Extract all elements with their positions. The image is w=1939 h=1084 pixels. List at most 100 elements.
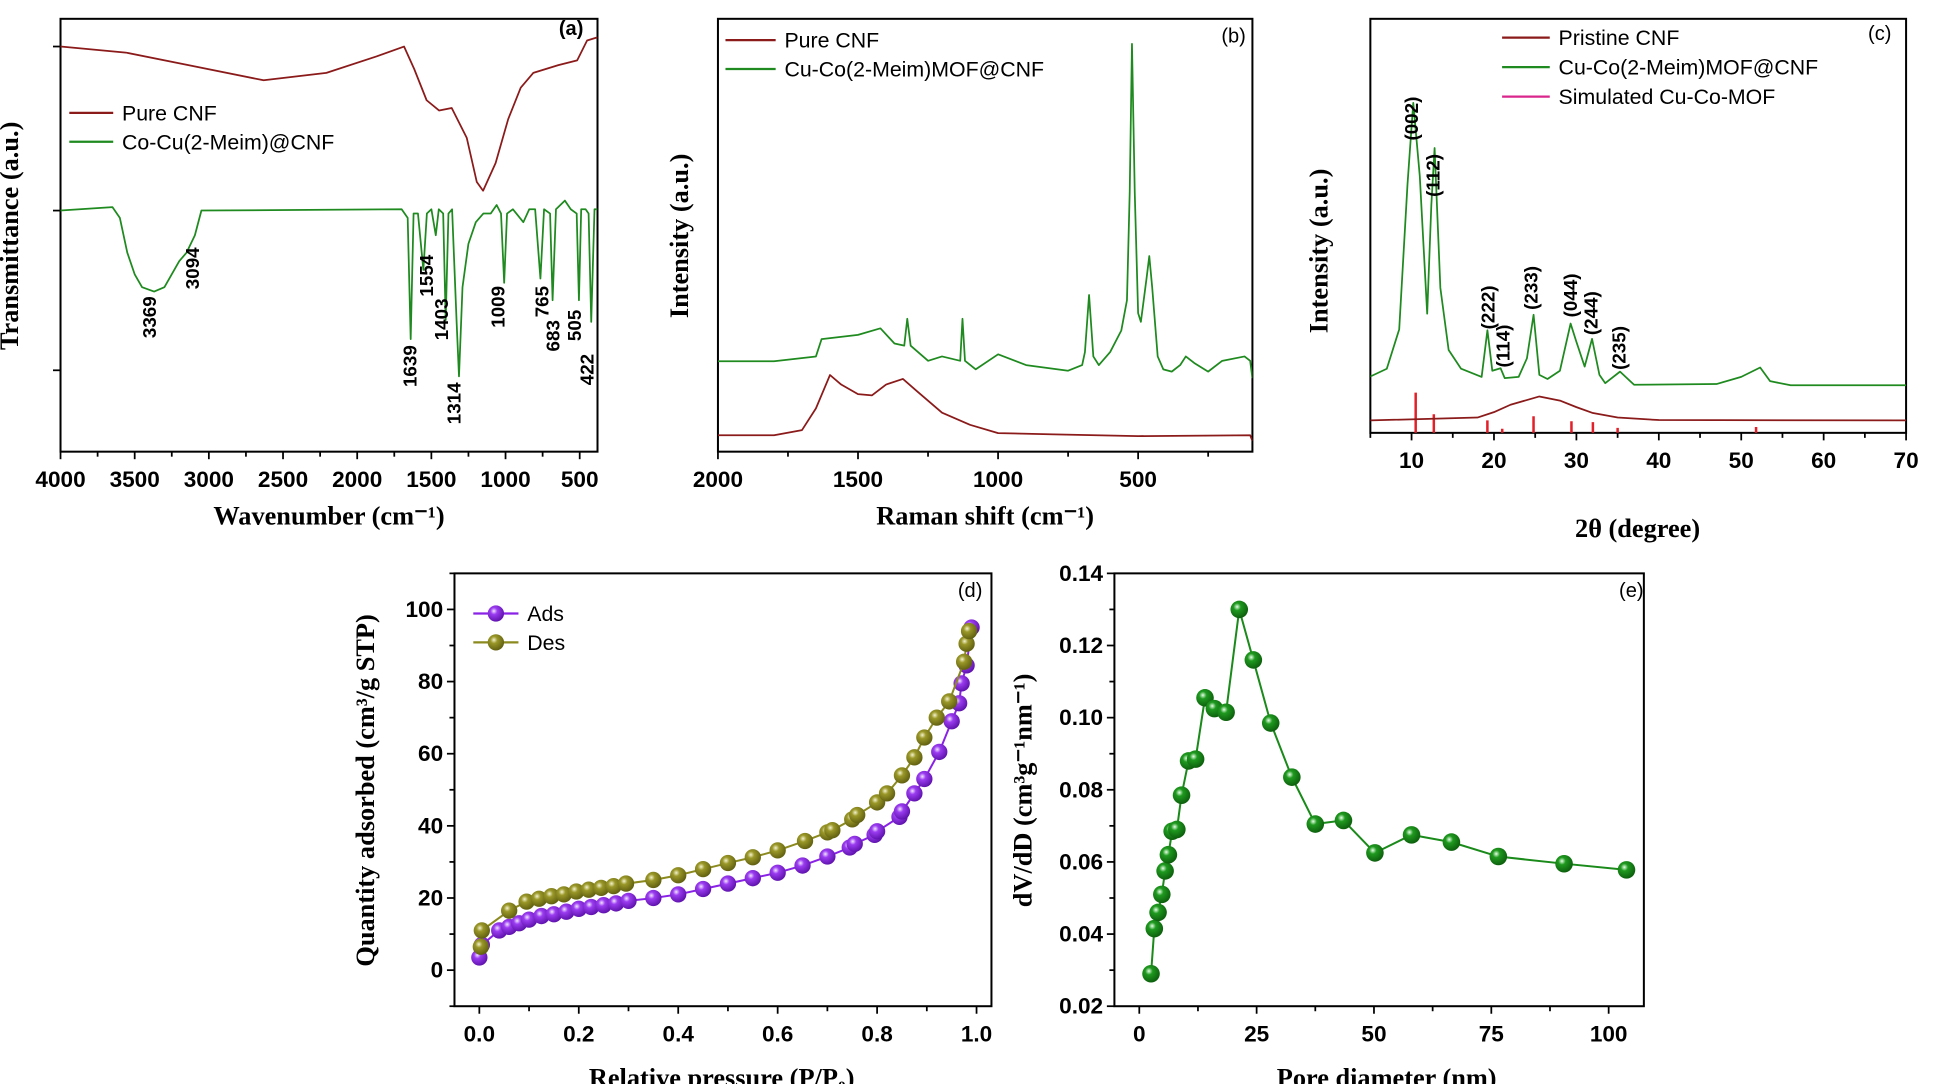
data-point [555,886,573,903]
data-point [1159,845,1178,864]
x-tick-label: 70 [1894,448,1919,473]
y-tick-label: 40 [418,813,443,838]
y-tick-label: 0.02 [1059,994,1103,1019]
panel-c: 10 20 30 40 50 60 70 2θ (degree) Intensity (a.u.… [1305,17,1919,543]
data-point [868,823,886,840]
data-point [543,888,560,905]
plot-area [717,43,1253,442]
peak-annotation: 1009 [487,286,508,328]
data-point [1145,919,1164,938]
data-point [1168,820,1186,839]
plot-area [1142,600,1636,983]
peak-annotation: 765 [531,286,552,317]
panel-label: (d) [958,580,983,602]
x-tick-label: 0.8 [861,1021,892,1046]
x-tick-label: 100 [1590,1021,1628,1046]
peak-annotation: (044) [1560,273,1581,317]
data-point [744,849,761,866]
peak-annotation: 1314 [443,382,464,424]
peak-annotation: (002) [1401,97,1422,141]
panel-label: (a) [559,18,584,40]
x-tick-label: 1500 [833,467,883,492]
data-point [1489,847,1508,866]
data-point [1334,811,1353,830]
x-tick-label: 75 [1479,1021,1504,1046]
data-point [769,842,786,859]
legend-label: Simulated Cu-Co-MOF [1559,85,1776,109]
data-point [1306,815,1325,833]
plot-frame [1369,17,1908,434]
series-line [717,43,1253,379]
panel-d: 0.0 0.2 0.4 0.6 0.8 1.0 0 20 40 60 80 100 Relative p… [351,572,993,1084]
data-point [1442,833,1461,851]
peak-annotation: 1403 [431,298,452,340]
plot-frame [1113,572,1645,1008]
data-point [1172,786,1191,804]
data-point [533,907,550,925]
data-point [928,709,945,726]
data-point [1261,714,1280,732]
x-tick-label: 4000 [35,467,85,492]
x-tick-label: 40 [1646,448,1671,473]
data-point [558,903,575,920]
legend-marker [487,634,505,651]
data-point [943,713,960,730]
data-point [580,881,597,898]
x-tick-label: 2000 [693,467,743,492]
data-point [960,622,978,640]
data-point [824,822,841,839]
data-point [906,749,923,766]
data-point [1230,600,1249,619]
data-point [1156,862,1174,880]
data-point [518,893,535,910]
peak-annotation: (222) [1477,285,1498,329]
legend-label: Cu-Co(2-Meim)MOF@CNF [1559,56,1819,80]
legend: Ads Des [473,602,565,655]
data-point [931,743,948,761]
data-point [819,848,836,865]
data-point [878,785,896,802]
x-tick-label: 1000 [973,467,1023,492]
data-point [545,906,563,923]
series-line [1370,102,1907,387]
series-line [60,36,598,192]
x-tick-label: 500 [561,467,599,492]
x-tick-label: 50 [1729,448,1754,473]
x-tick-label: 50 [1361,1021,1386,1046]
data-point [605,877,622,895]
legend-label: Des [527,631,565,655]
series-line [717,374,1253,442]
data-point [670,867,687,884]
legend: Pure CNF Cu-Co(2-Meim)MOF@CNF [725,29,1044,82]
x-tick-label: 3000 [184,467,234,492]
data-point [1217,703,1235,722]
peak-annotation: (235) [1609,326,1630,370]
panel-label: (b) [1221,26,1246,48]
y-tick-label: 0.14 [1059,561,1103,586]
plot-area [1370,102,1907,433]
x-tick-label: 0.2 [563,1021,594,1046]
x-axis-label: Pore diameter (nm) [1277,1064,1497,1084]
y-axis-label: Intensity (a.u.) [665,154,694,319]
data-point [1186,750,1205,768]
y-tick-label: 0 [431,958,444,983]
data-point [1402,826,1421,844]
y-tick-label: 0.04 [1059,922,1103,947]
y-tick-label: 0.08 [1059,777,1103,802]
y-axis-label: Intensity (a.u.) [1305,169,1334,334]
y-tick-label: 20 [418,886,443,911]
data-point [501,902,518,919]
data-point [670,886,687,903]
plot-frame [59,17,599,453]
panel-e: 0 25 50 75 100 0.02 0.04 0.06 0.08 0.10 0.12 0.14 Po… [1009,561,1645,1084]
legend-label: Pristine CNF [1559,26,1680,50]
legend-label: Cu-Co(2-Meim)MOF@CNF [784,58,1044,82]
panel-label: (c) [1868,23,1891,45]
y-tick-label: 0.06 [1059,849,1103,874]
x-tick-label: 30 [1564,448,1589,473]
series-line [1370,395,1907,422]
data-point [796,832,814,850]
y-tick-label: 60 [418,741,443,766]
data-point [570,900,587,917]
data-point [1555,854,1573,873]
